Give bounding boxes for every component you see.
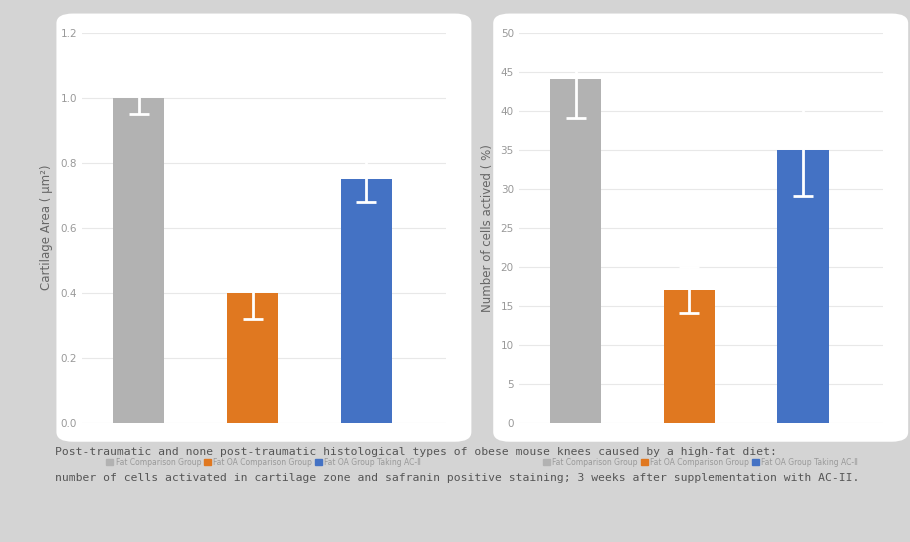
Bar: [113, 98, 165, 423]
Bar: [663, 290, 715, 423]
Y-axis label: Number of cells actived ( %): Number of cells actived ( %): [480, 144, 493, 312]
Y-axis label: Cartilage Area ( μm²): Cartilage Area ( μm²): [40, 165, 54, 291]
Text: Post-traumatic and none post-traumatic histological types of obese mouse knees c: Post-traumatic and none post-traumatic h…: [55, 447, 776, 457]
Bar: [550, 79, 602, 423]
Bar: [227, 293, 278, 423]
Legend: Fat Comparison Group, Fat OA Comparison Group, Fat OA Group Taking AC-Ⅱ: Fat Comparison Group, Fat OA Comparison …: [104, 455, 424, 470]
Legend: Fat Comparison Group, Fat OA Comparison Group, Fat OA Group Taking AC-Ⅱ: Fat Comparison Group, Fat OA Comparison …: [541, 455, 861, 470]
Bar: [777, 150, 829, 423]
Text: number of cells activated in cartilage zone and safranin positive staining; 3 we: number of cells activated in cartilage z…: [55, 473, 859, 483]
Bar: [340, 179, 392, 423]
